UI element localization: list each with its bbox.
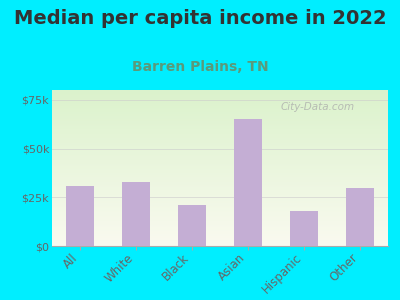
- Text: City-Data.com: City-Data.com: [280, 103, 355, 112]
- Text: Barren Plains, TN: Barren Plains, TN: [132, 60, 268, 74]
- Bar: [234, 119, 262, 246]
- Bar: [346, 188, 374, 246]
- Bar: [290, 211, 318, 246]
- Bar: [122, 182, 150, 246]
- Bar: [178, 205, 206, 246]
- Text: Median per capita income in 2022: Median per capita income in 2022: [14, 9, 386, 28]
- Bar: [66, 185, 94, 246]
